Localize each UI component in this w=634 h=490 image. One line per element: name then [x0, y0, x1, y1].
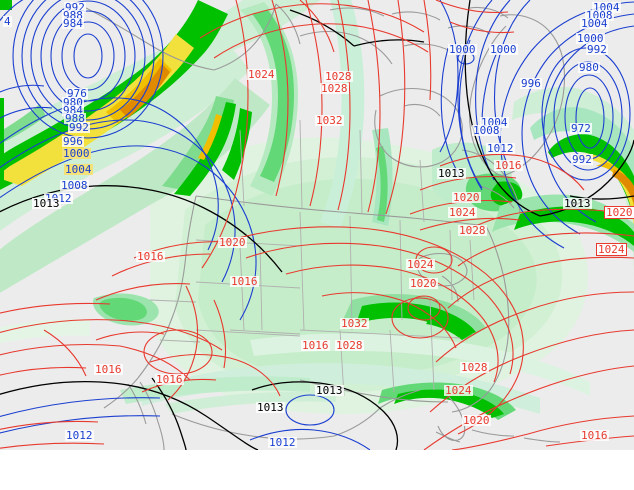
- isobar-label: 1016: [230, 275, 259, 288]
- isobar-label: 1000: [489, 43, 518, 56]
- isobar-label: 976: [66, 87, 88, 100]
- isobar-label: 992: [586, 43, 608, 56]
- coastlines: [85, 3, 566, 450]
- isobar-label: 988: [64, 112, 86, 125]
- isobar-label: 1020: [604, 206, 634, 219]
- isobar-label: 972: [570, 122, 592, 135]
- isobar-label: 4: [3, 15, 12, 28]
- isobar-label: 992: [68, 121, 90, 134]
- isobar-label: 1020: [452, 191, 481, 204]
- isobar-label: 1016: [94, 363, 123, 376]
- isobar-label: 1012: [268, 436, 297, 449]
- isobar-label: 1013: [437, 167, 466, 180]
- jet-streak-central-us: [356, 302, 476, 338]
- isobar-label: 1000: [448, 43, 477, 56]
- isobar-label: 1012: [486, 142, 515, 155]
- jet-core-atlantic-green: [548, 134, 634, 222]
- isobar-label: 1032: [315, 114, 344, 127]
- isobar-label: 1016: [494, 159, 523, 172]
- map-graphics: [0, 0, 634, 450]
- isobar-label: 992: [64, 1, 86, 14]
- isobar-label: 1016: [136, 250, 165, 263]
- isobar-label: 1024: [406, 258, 435, 271]
- isobar-label: 1028: [324, 70, 353, 83]
- isobar-label: 996: [520, 77, 542, 90]
- isobar-label: 1013: [563, 197, 592, 210]
- isobar-label: 1020: [409, 277, 438, 290]
- isobar-label: 1028: [320, 82, 349, 95]
- isobar-label: 1028: [458, 224, 487, 237]
- isobar-label: 980: [62, 96, 84, 109]
- isobar-label: 1000: [576, 32, 605, 45]
- isobar-label: 1016: [301, 339, 330, 352]
- isobar-label: 1016: [155, 373, 184, 386]
- isobar-label: 1013: [256, 401, 285, 414]
- isobar-label: 1020: [218, 236, 247, 249]
- isobar-label: 988: [62, 9, 84, 22]
- isobar-label: 1008: [585, 9, 614, 22]
- isobar-label: 1020: [462, 414, 491, 427]
- isobar-label: 1000: [62, 147, 91, 160]
- isobar-label: 992: [571, 153, 593, 166]
- isobar-label: 1008: [472, 124, 501, 137]
- isobar-label: 1024: [448, 206, 477, 219]
- isobar-label: 996: [62, 135, 84, 148]
- isobar-label: 1012: [65, 429, 94, 442]
- isobar-label: 1028: [460, 361, 489, 374]
- isobar-label: 1004: [480, 116, 509, 129]
- isobar-label: 1013: [315, 384, 344, 397]
- isobar-1013: [0, 0, 634, 450]
- isobar-label: 984: [62, 17, 84, 30]
- isobar-label: 1013: [32, 197, 61, 210]
- isobar-label: 984: [62, 104, 84, 117]
- isobar-label: 980: [578, 61, 600, 74]
- isobar-label: 1032: [340, 317, 369, 330]
- isobar-label: 1024: [444, 384, 473, 397]
- jet-band-bc: [174, 102, 236, 196]
- isobar-label: 1004: [64, 163, 93, 176]
- isobar-label: 1028: [335, 339, 364, 352]
- jet-core-pacific-yellow: [0, 34, 194, 186]
- isobar-label: 1008: [60, 179, 89, 192]
- map-canvas[interactable]: 4 992 988 984 976 980 984 988 992 996 1000 1004 1008…: [0, 0, 634, 450]
- footer-bar: Jet stream/SLP [kts] CFS Su 30-11-2025 0…: [0, 450, 634, 490]
- isobar-label: 1004: [592, 1, 621, 14]
- isobar-label: 1024: [596, 243, 627, 256]
- isobar-label: 1024: [247, 68, 276, 81]
- isobar-label: 1016: [580, 429, 609, 442]
- isobar-label: 1004: [580, 17, 609, 30]
